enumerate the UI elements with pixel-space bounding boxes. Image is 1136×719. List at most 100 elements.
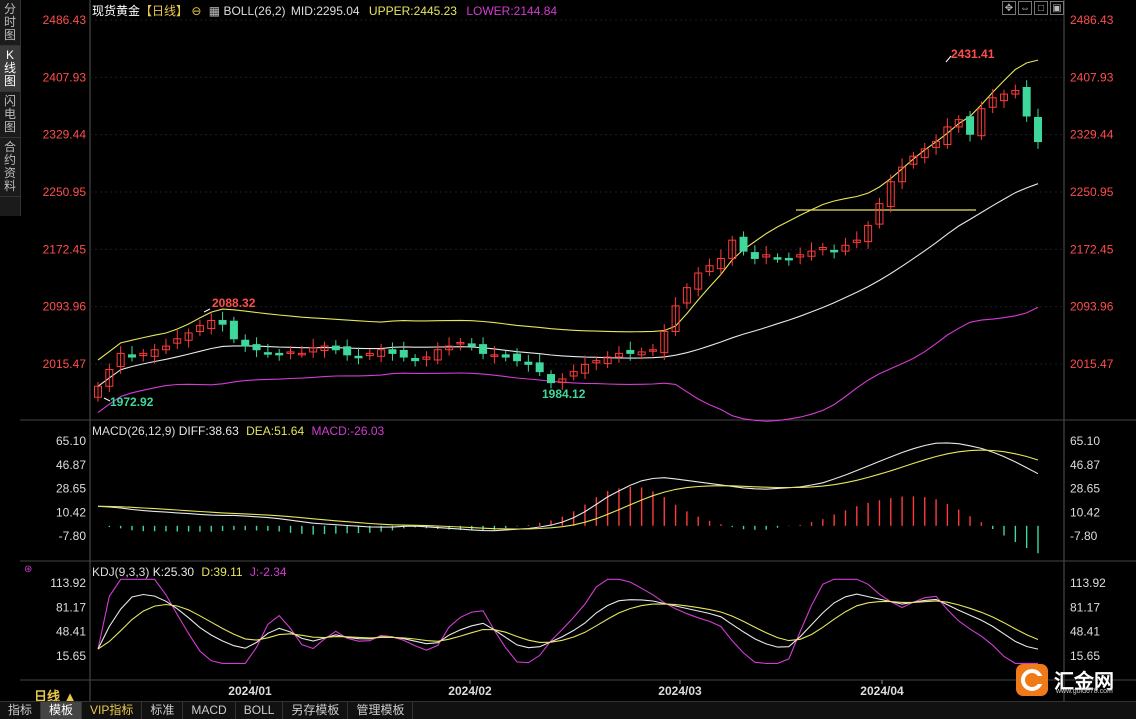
tab-save-template[interactable]: 另存模板	[283, 702, 349, 719]
candle-body	[773, 257, 782, 260]
annotation-pointer	[203, 308, 211, 313]
macd-dea: DEA:51.64	[246, 424, 305, 438]
candle-body	[547, 374, 556, 384]
kdj-tick-right: 15.65	[1070, 649, 1100, 663]
tab-indicator[interactable]: 指标	[0, 702, 42, 719]
tab-standard[interactable]: 标准	[142, 702, 184, 719]
candle-body	[603, 356, 612, 365]
macd-tick-right: 65.10	[1070, 434, 1100, 448]
window-controls: ✥ ⇔ □ ▣	[1002, 1, 1064, 15]
kdj-tick-right: 81.17	[1070, 600, 1100, 614]
period-toggle[interactable]: 日线 ▲	[34, 689, 77, 704]
indicator-icon[interactable]: ▦	[208, 4, 221, 18]
close-icon[interactable]: ▣	[1050, 1, 1064, 15]
candle-body	[558, 378, 567, 384]
candle-body	[479, 344, 488, 354]
candle-body	[966, 116, 975, 135]
candle-body	[218, 320, 227, 325]
settings-icon[interactable]: ⊖	[191, 4, 202, 18]
tab-contract-info[interactable]: 合约资料	[0, 138, 20, 197]
candle-body	[275, 352, 284, 356]
candle-body	[94, 385, 102, 398]
candle-body	[388, 349, 397, 354]
candle-body	[694, 272, 703, 290]
candle-body	[886, 181, 895, 208]
macd-value: MACD:-26.03	[311, 424, 385, 438]
macd-tick-left: 10.42	[56, 505, 86, 519]
candle-body	[580, 363, 589, 374]
tab-kline[interactable]: K线图	[0, 46, 20, 92]
annotation-high-jan: 2088.32	[212, 296, 256, 310]
annotation-pointer	[103, 397, 111, 402]
expand-icon[interactable]: ⇔	[1018, 1, 1032, 15]
candle-body	[682, 287, 691, 304]
tab-manage-template[interactable]: 管理模板	[348, 702, 414, 719]
macd-tick-right: -7.80	[1070, 529, 1098, 543]
macd-tick-left: -7.80	[59, 529, 87, 543]
candle-body	[445, 345, 454, 351]
candle-body	[320, 345, 329, 351]
kdj-settings-icon[interactable]: ⊛	[24, 564, 33, 575]
candle-body	[954, 119, 963, 128]
candle-body	[150, 349, 159, 357]
bottom-toolbar: 指标 模板 VIP指标 标准 MACD BOLL 另存模板 管理模板	[0, 701, 1136, 719]
candle-body	[977, 108, 986, 137]
tab-boll[interactable]: BOLL	[236, 702, 284, 719]
price-tick-left: 2015.47	[43, 357, 87, 371]
kdj-header: KDJ(9,3,3) K:25.30 D:39.11 J:-2.34	[92, 565, 287, 579]
candle-body	[932, 141, 941, 148]
boll-lower: LOWER:2144.84	[466, 4, 558, 18]
annotation-high-apr: 2431.41	[951, 47, 995, 61]
move-icon[interactable]: ✥	[1002, 1, 1016, 15]
price-tick-left: 2093.96	[43, 300, 87, 314]
candle-body	[467, 343, 476, 347]
maximize-icon[interactable]: □	[1034, 1, 1048, 15]
price-tick-right: 2015.47	[1070, 357, 1114, 371]
tab-vip-indicator[interactable]: VIP指标	[82, 702, 143, 719]
annotation-low-feb: 1984.12	[542, 387, 586, 401]
candle-body	[365, 352, 374, 357]
candle-body	[705, 265, 714, 273]
candle-body	[173, 338, 182, 344]
kdj-tick-left: 81.17	[56, 600, 86, 614]
candle-body	[762, 254, 771, 258]
kdj-k: K:25.30	[152, 565, 195, 579]
candle-body	[614, 352, 623, 358]
candle-body	[660, 330, 669, 354]
kdj-tick-left: 15.65	[56, 649, 86, 663]
macd-name: MACD(26,12,9)	[92, 424, 176, 438]
candle-body	[784, 257, 793, 261]
candle-body	[818, 246, 827, 251]
gold678-logo: 汇金网 www.gold678.com	[1016, 664, 1126, 698]
candle-body	[309, 347, 318, 353]
annotation-low-jan: 1972.92	[110, 395, 154, 409]
kdj-tick-left: 113.92	[50, 576, 86, 590]
candle-body	[716, 257, 725, 270]
tab-macd[interactable]: MACD	[183, 702, 236, 719]
candle-body	[411, 357, 420, 362]
tab-template[interactable]: 模板	[41, 702, 83, 719]
macd-header: MACD(26,12,9) DIFF:38.63 DEA:51.64 MACD:…	[92, 424, 384, 438]
macd-tick-right: 28.65	[1070, 482, 1100, 496]
annotation-pointer	[945, 55, 952, 63]
candle-body	[1000, 93, 1009, 102]
macd-tick-right: 10.42	[1070, 505, 1100, 519]
candle-body	[127, 354, 136, 358]
kdj-tick-right: 113.92	[1070, 576, 1106, 590]
candle-body	[343, 346, 352, 356]
candle-body	[263, 352, 272, 355]
tab-timeshare[interactable]: 分时图	[0, 0, 20, 46]
candle-body	[513, 353, 522, 362]
time-tick-label: 2024/04	[860, 684, 904, 698]
logo-name: 汇金网	[1054, 671, 1114, 693]
time-tick-label: 2024/02	[448, 684, 492, 698]
candle-body	[796, 254, 805, 258]
candle-body	[354, 355, 363, 359]
candle-body	[898, 166, 907, 183]
macd-tick-right: 46.87	[1070, 458, 1100, 472]
candle-body	[116, 352, 125, 368]
tab-flash[interactable]: 闪电图	[0, 92, 20, 138]
boll-name: BOLL(26,2)	[223, 4, 286, 18]
candle-body	[377, 349, 386, 357]
